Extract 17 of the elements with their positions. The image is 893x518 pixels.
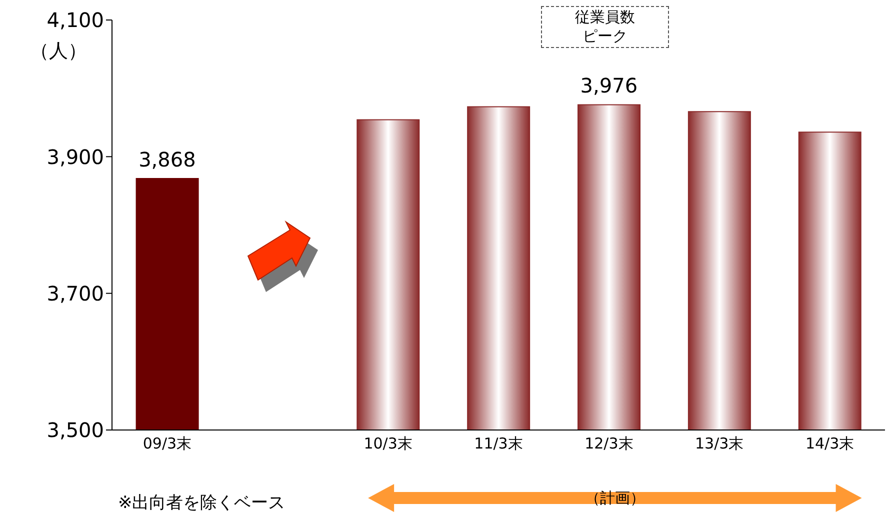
x-tick-label: 14/3末 bbox=[805, 434, 854, 453]
text: ※出向者を除くベース bbox=[118, 493, 286, 513]
y-tick-label: 3,700 bbox=[46, 281, 104, 306]
note-box: 従業員数ピーク bbox=[540, 6, 669, 48]
y-tick-label: 3,500 bbox=[46, 418, 104, 442]
x-tick-label: 12/3末 bbox=[584, 434, 634, 453]
data-label: 3,868 bbox=[138, 148, 196, 172]
x-tick-label: 13/3末 bbox=[695, 434, 744, 453]
annotation: 従業員数ピーク bbox=[574, 7, 636, 47]
x-tick-label: 10/3末 bbox=[364, 434, 412, 453]
text: （計画） bbox=[584, 489, 645, 507]
x-tick-label: 11/3末 bbox=[474, 434, 523, 453]
y-tick-label: 4,100 bbox=[46, 8, 104, 32]
data-label: 3,976 bbox=[580, 74, 638, 98]
y-tick-label: 3,900 bbox=[46, 144, 104, 169]
x-tick-label: 09/3末 bbox=[142, 434, 192, 453]
y-axis-title: （人） bbox=[30, 39, 87, 64]
